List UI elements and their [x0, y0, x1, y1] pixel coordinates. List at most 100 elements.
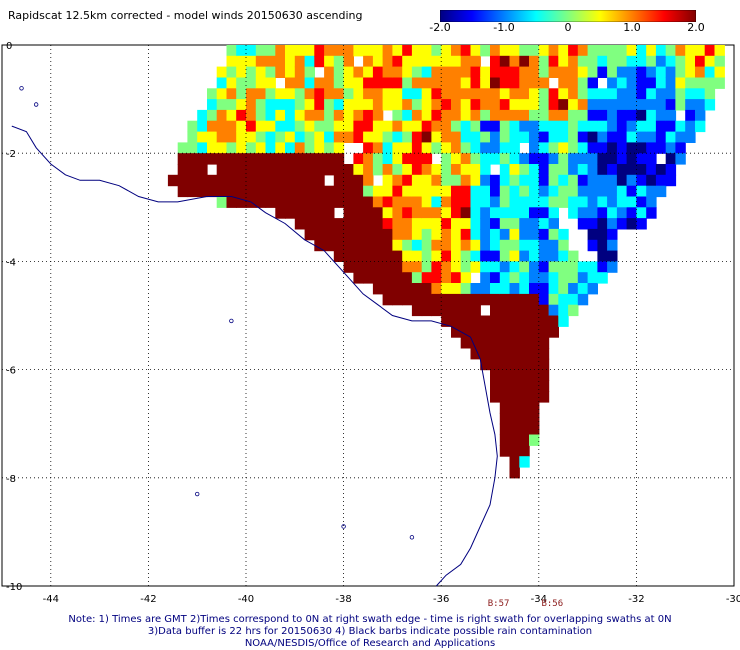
wind-cell: [529, 142, 540, 154]
wind-cell: [402, 228, 413, 241]
wind-cell: [704, 55, 716, 68]
wind-cell: [460, 207, 472, 219]
wind-cell: [372, 99, 384, 111]
wind-cell: [333, 109, 345, 122]
wind-cell: [304, 88, 315, 100]
wind-cell: [246, 55, 257, 68]
wind-cell: [421, 164, 433, 176]
wind-cell: [372, 45, 384, 57]
wind-cell: [177, 164, 189, 176]
wind-cell: [529, 391, 540, 403]
wind-cell: [294, 45, 306, 57]
wind-cell: [451, 77, 462, 89]
wind-cell: [509, 99, 520, 111]
wind-cell: [411, 196, 423, 208]
wind-cell: [294, 131, 306, 143]
wind-cell: [441, 45, 452, 57]
wind-cell: [529, 337, 540, 349]
wind-cell: [655, 55, 667, 68]
wind-cell: [548, 185, 559, 198]
wind-cell: [392, 174, 403, 187]
wind-cell: [519, 153, 530, 165]
wind-cell: [616, 153, 628, 165]
wind-cell: [626, 45, 637, 57]
wind-cell: [519, 196, 530, 208]
wind-cell: [382, 99, 393, 111]
wind-cell: [363, 99, 374, 111]
wind-cell: [304, 66, 315, 78]
wind-cell: [255, 66, 267, 78]
wind-cell: [665, 109, 677, 122]
wind-cell: [207, 99, 218, 111]
wind-cell: [363, 55, 374, 68]
wind-cell: [353, 45, 364, 57]
wind-cell: [255, 185, 267, 198]
wind-cell: [490, 261, 501, 273]
wind-cell: [343, 77, 354, 89]
wind-cell: [519, 337, 530, 349]
wind-cell: [519, 283, 530, 295]
wind-cell: [509, 239, 520, 252]
wind-cell: [431, 55, 442, 68]
wind-cell: [353, 207, 364, 219]
wind-cell: [636, 153, 647, 165]
wind-cell: [382, 131, 393, 143]
wind-cell: [587, 99, 598, 111]
wind-cell: [607, 228, 618, 241]
wind-cell: [665, 88, 677, 100]
wind-cell: [509, 207, 520, 219]
wind-cell: [236, 99, 247, 111]
wind-cell: [294, 164, 306, 176]
wind-cell: [343, 207, 354, 219]
wind-cell: [665, 66, 677, 78]
wind-cell: [499, 45, 511, 57]
wind-cell: [548, 304, 559, 317]
y-tick-label: -6: [6, 366, 16, 377]
wind-cell: [597, 109, 608, 122]
wind-cell: [646, 120, 657, 133]
wind-cell: [499, 153, 511, 165]
wind-cell: [655, 174, 667, 187]
wind-cell: [333, 164, 345, 176]
wind-cell: [470, 207, 481, 219]
wind-cell: [470, 120, 481, 133]
wind-cell: [529, 196, 540, 208]
wind-cell: [343, 45, 354, 57]
wind-cell: [597, 120, 608, 133]
wind-cell: [333, 131, 345, 143]
wind-cell: [460, 99, 472, 111]
wind-cell: [216, 77, 228, 89]
wind-cell: [207, 185, 218, 198]
wind-cell: [607, 66, 618, 78]
wind-cell: [372, 261, 384, 273]
wind-cell: [538, 109, 550, 122]
wind-cell: [411, 250, 423, 262]
wind-cell: [607, 109, 618, 122]
wind-cell: [265, 77, 276, 89]
wind-cell: [587, 228, 598, 241]
wind-cell: [499, 109, 511, 122]
wind-cell: [460, 218, 472, 230]
wind-cell: [343, 228, 354, 241]
wind-cell: [177, 142, 189, 154]
wind-cell: [324, 153, 335, 165]
wind-cell: [607, 196, 618, 208]
wind-cell: [372, 55, 384, 68]
wind-cell: [470, 326, 481, 338]
wind-cell: [490, 174, 501, 187]
wind-cell: [490, 228, 501, 241]
wind-cell: [548, 218, 559, 230]
wind-cell: [207, 142, 218, 154]
wind-cell: [411, 239, 423, 252]
wind-cell: [490, 239, 501, 252]
wind-cell: [304, 164, 315, 176]
wind-cell: [382, 283, 393, 295]
wind-cell: [704, 77, 716, 89]
wind-cell: [538, 120, 550, 133]
wind-cell: [509, 402, 520, 414]
wind-cell: [382, 207, 393, 219]
wind-cell: [529, 326, 540, 338]
wind-cell: [382, 293, 393, 306]
wind-cell: [577, 293, 589, 306]
